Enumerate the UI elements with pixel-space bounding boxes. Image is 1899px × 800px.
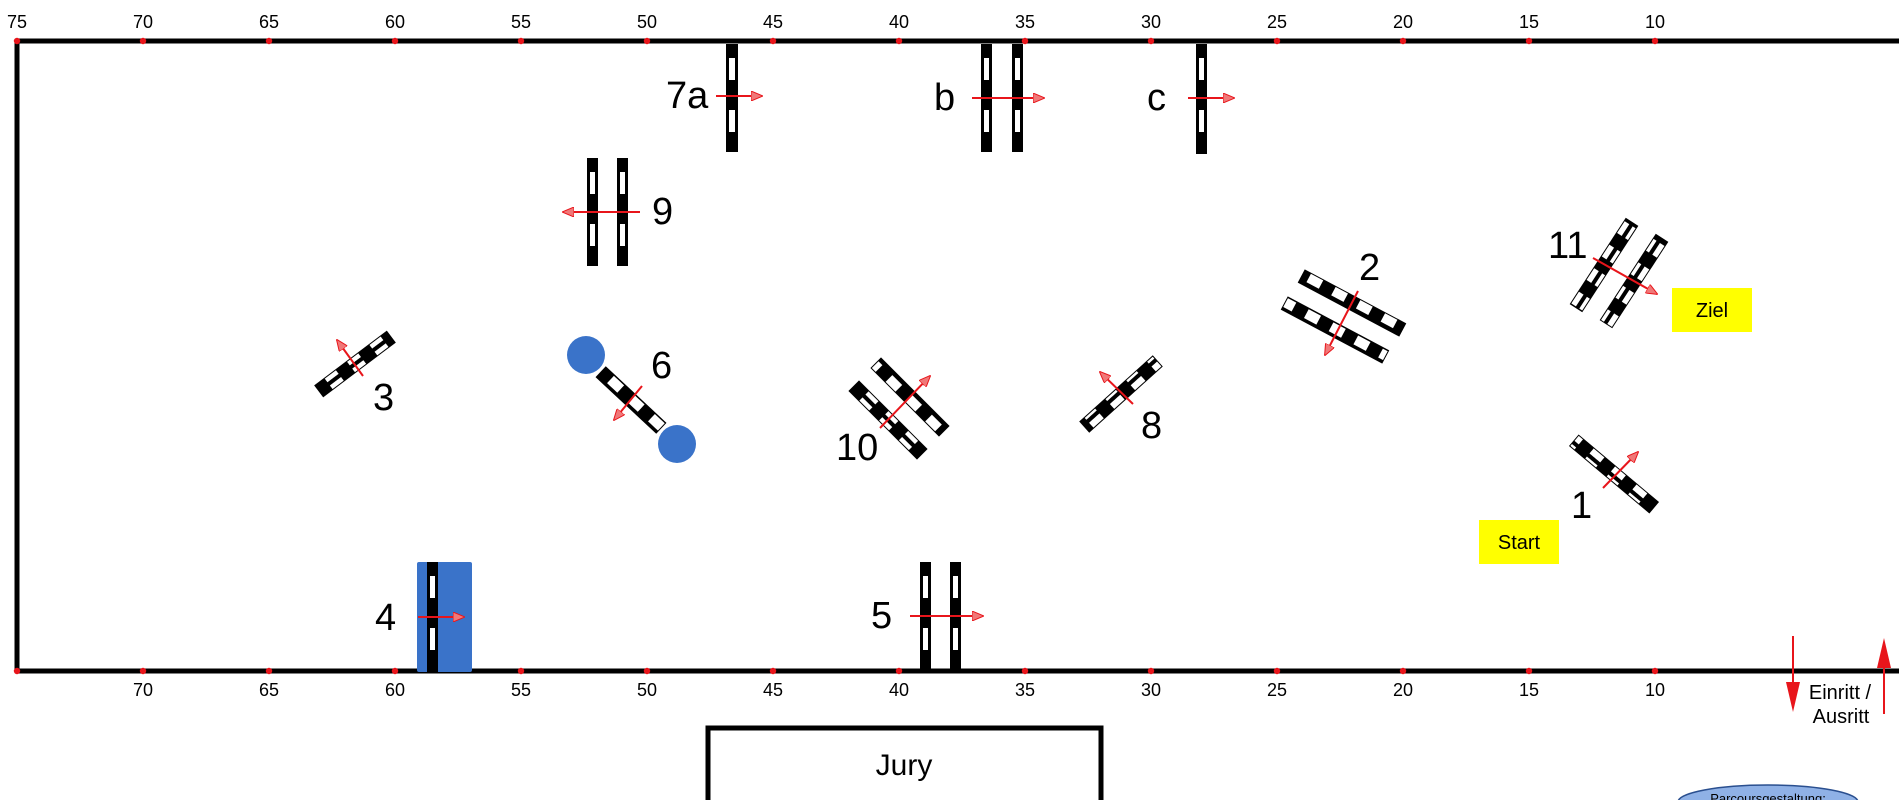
scale-label: 10	[1645, 680, 1665, 700]
scale-label: 75	[7, 12, 27, 32]
obstacle-1	[1568, 434, 1660, 514]
scale-tick	[1021, 37, 1029, 45]
scale-tick	[1651, 667, 1659, 675]
scale-label: 10	[1645, 12, 1665, 32]
scale-tick	[1021, 667, 1029, 675]
scale-label: 60	[385, 680, 405, 700]
scale-label: 25	[1267, 12, 1287, 32]
obstacle-9	[563, 158, 640, 266]
scale-tick	[265, 37, 273, 45]
obstacle-10	[848, 357, 950, 460]
entry-exit-label: Einritt /	[1809, 682, 1872, 704]
obstacle-label: 10	[836, 427, 878, 469]
scale-tick	[13, 37, 21, 45]
obstacle-6	[595, 366, 667, 434]
obstacle-4	[418, 562, 464, 672]
obstacle-label: 1	[1571, 485, 1592, 527]
designer-label: Parcoursgestaltung:	[1710, 791, 1826, 800]
scale-label: 35	[1015, 680, 1035, 700]
scale-tick	[895, 37, 903, 45]
scale-label: 40	[889, 12, 909, 32]
scale-label: 15	[1519, 680, 1539, 700]
obstacle-label: 9	[652, 191, 673, 233]
scale-tick	[1525, 667, 1533, 675]
scale-tick	[517, 37, 525, 45]
start-label: Start	[1498, 532, 1541, 554]
top-scale: 75 70 65 60 55 50 45 40 35 30 25 20 15 10	[7, 12, 1665, 45]
jury-label: Jury	[876, 749, 933, 782]
scale-label: 20	[1393, 12, 1413, 32]
scale-label: 50	[637, 12, 657, 32]
scale-label: 25	[1267, 680, 1287, 700]
obstacle-label: b	[934, 77, 955, 119]
obstacle-7a	[716, 44, 762, 152]
scale-tick	[139, 667, 147, 675]
scale-tick	[643, 667, 651, 675]
entry-exit-arrows	[1786, 636, 1891, 714]
scale-label: 30	[1141, 12, 1161, 32]
scale-label: 45	[763, 680, 783, 700]
scale-label: 45	[763, 12, 783, 32]
scale-tick	[265, 667, 273, 675]
scale-tick	[1399, 37, 1407, 45]
scale-tick	[1651, 37, 1659, 45]
obstacle-3	[314, 330, 396, 398]
scale-label: 65	[259, 12, 279, 32]
start-marker	[1479, 520, 1559, 564]
scale-label: 65	[259, 680, 279, 700]
obstacle-label: 4	[375, 597, 396, 639]
scale-label: 70	[133, 12, 153, 32]
scale-label: 20	[1393, 680, 1413, 700]
scale-label: 60	[385, 12, 405, 32]
jury-box	[705, 725, 1104, 800]
scale-label: 50	[637, 680, 657, 700]
obstacle-c	[1188, 44, 1234, 154]
obstacle-5	[910, 562, 983, 672]
entry-exit-label: Ausritt	[1813, 706, 1870, 728]
scale-tick	[769, 37, 777, 45]
scale-tick	[769, 667, 777, 675]
scale-tick	[1525, 37, 1533, 45]
bottom-scale: 70 65 60 55 50 45 40 35 30 25 20 15 10	[13, 667, 1665, 700]
scale-tick	[1147, 37, 1155, 45]
obstacle-label: 7a	[666, 75, 709, 117]
scale-tick	[1273, 667, 1281, 675]
scale-tick	[391, 667, 399, 675]
scale-label: 40	[889, 680, 909, 700]
obstacle-label: 2	[1359, 247, 1380, 289]
obstacle-label: 8	[1141, 405, 1162, 447]
scale-label: 55	[511, 680, 531, 700]
finish-label: Ziel	[1696, 300, 1728, 322]
scale-label: 35	[1015, 12, 1035, 32]
designer-badge	[1677, 784, 1859, 800]
scale-tick	[139, 37, 147, 45]
scale-label: 15	[1519, 12, 1539, 32]
obstacle-label: 11	[1548, 225, 1587, 267]
scale-tick	[1399, 667, 1407, 675]
obstacle-b	[972, 44, 1044, 152]
scale-tick	[517, 667, 525, 675]
obstacle-label: 3	[373, 377, 394, 419]
obstacle-11	[1569, 217, 1669, 329]
obstacle-label: 6	[651, 345, 672, 387]
obstacle-label: 5	[871, 595, 892, 637]
scale-tick	[391, 37, 399, 45]
scale-tick	[895, 667, 903, 675]
scale-tick	[643, 37, 651, 45]
scale-tick	[1147, 667, 1155, 675]
scale-label: 30	[1141, 680, 1161, 700]
scale-tick	[1273, 37, 1281, 45]
obstacle-2	[1280, 269, 1407, 364]
water-pool-icon	[567, 336, 605, 374]
obstacle-label: c	[1147, 77, 1166, 119]
water-pool-icon	[658, 425, 696, 463]
scale-label: 70	[133, 680, 153, 700]
scale-tick	[13, 667, 21, 675]
obstacle-8	[1079, 355, 1163, 433]
scale-label: 55	[511, 12, 531, 32]
finish-marker	[1672, 288, 1752, 332]
